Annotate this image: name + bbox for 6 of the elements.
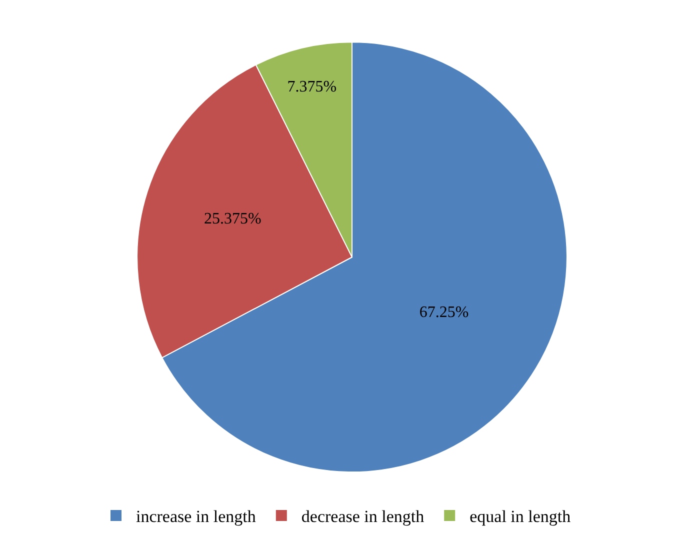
legend-label: decrease in length: [301, 507, 425, 526]
legend-label: increase in length: [136, 507, 256, 526]
data-label: 67.25%: [419, 304, 469, 322]
data-label: 7.375%: [287, 78, 337, 96]
data-label: 25.375%: [204, 210, 262, 228]
legend-label: equal in length: [470, 507, 572, 526]
